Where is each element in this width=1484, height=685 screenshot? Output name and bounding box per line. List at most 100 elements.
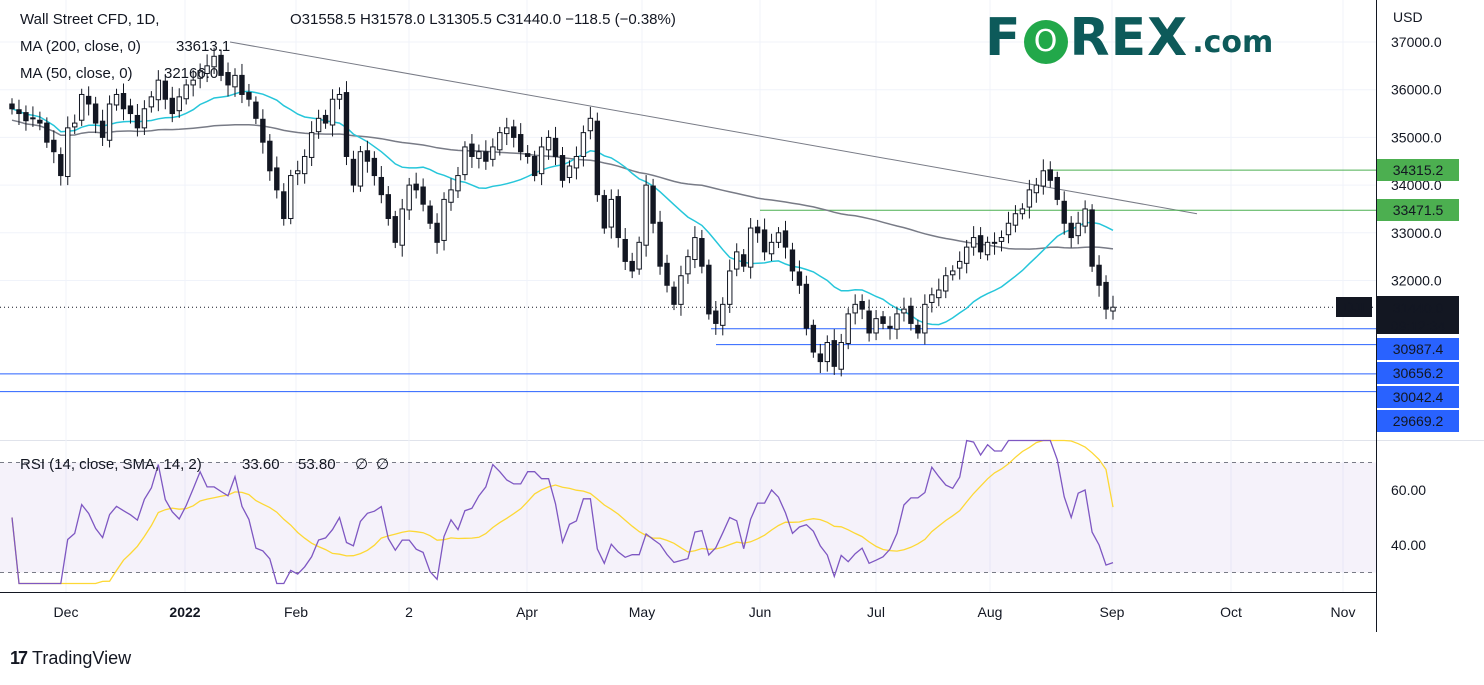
- candle-up: [956, 260, 963, 269]
- candle-down: [260, 118, 266, 143]
- candle-down: [803, 283, 810, 329]
- candle-down: [169, 97, 175, 115]
- candle-down: [413, 183, 419, 191]
- x-tick-label: Aug: [978, 604, 1003, 620]
- candle-down: [58, 154, 64, 177]
- x-tick-label: Dec: [54, 604, 79, 620]
- candle-down: [85, 95, 92, 105]
- ohlc-readout: O31558.5 H31578.0 L31305.5 C31440.0 −118…: [290, 11, 676, 28]
- currency-label: USD: [1393, 9, 1423, 25]
- rsi-sma-legend-value: 53.80: [298, 456, 336, 473]
- candle-up: [768, 241, 775, 255]
- candle-down: [859, 300, 865, 310]
- rsi-legend-extra: ∅: [376, 456, 389, 473]
- candle-down: [134, 114, 141, 129]
- candle-down: [127, 105, 134, 115]
- candle-down: [1061, 200, 1067, 224]
- x-tick-label: Jul: [867, 604, 885, 620]
- forex-logo-o-icon: O: [1023, 20, 1068, 64]
- chart-symbol-title: Wall Street CFD, 1D,: [20, 11, 159, 28]
- y-tick-label: 37000.0: [1391, 34, 1442, 50]
- candle-down: [322, 114, 329, 124]
- candle-up: [545, 136, 552, 151]
- y-tick-label: 36000.0: [1391, 82, 1442, 98]
- rsi-line: [11, 439, 1114, 585]
- x-tick-label: Jun: [749, 604, 772, 620]
- candle-down: [524, 153, 531, 157]
- candle-down: [740, 254, 747, 267]
- candle-down: [392, 216, 398, 243]
- x-tick-label: Nov: [1331, 604, 1356, 620]
- candle-up: [608, 198, 614, 228]
- rsi-tick-label: 60.00: [1391, 482, 1426, 498]
- forex-logo-text-right: REX: [1069, 8, 1189, 68]
- tradingview-footer[interactable]: 17 TradingView: [10, 648, 131, 669]
- candle-up: [943, 275, 949, 292]
- price-level-badge-bg: [1377, 159, 1459, 181]
- candle-up: [636, 241, 642, 270]
- candle-down: [350, 158, 357, 186]
- candle-up: [775, 232, 782, 243]
- candle-down: [420, 186, 426, 205]
- x-tick-label: 2: [405, 604, 413, 620]
- candle-down: [30, 117, 36, 120]
- candle-up: [1082, 208, 1088, 227]
- candle-up: [336, 93, 343, 100]
- candle-down: [594, 120, 601, 196]
- rsi-legend-extra: ∅: [355, 456, 368, 473]
- candle-up: [587, 117, 594, 132]
- candle-down: [559, 155, 566, 181]
- candle-up: [113, 93, 120, 106]
- candle-up: [65, 127, 71, 178]
- candle-up: [566, 165, 573, 178]
- x-tick-label: Feb: [284, 604, 308, 620]
- candle-down: [427, 205, 433, 224]
- candle-up: [678, 275, 684, 305]
- candle-up: [141, 108, 148, 129]
- candle-up: [824, 342, 830, 363]
- symbol-tag-bg: [1336, 297, 1372, 317]
- candle-down: [650, 185, 656, 224]
- candle-down: [274, 167, 280, 191]
- candle-up: [538, 146, 545, 175]
- candle-up: [734, 251, 740, 270]
- candle-up: [984, 241, 991, 256]
- y-tick-label: 32000.0: [1391, 273, 1442, 289]
- candle-up: [448, 189, 454, 203]
- candle-down: [511, 126, 517, 138]
- candle-up: [155, 79, 162, 101]
- candle-up: [490, 146, 496, 160]
- candle-down: [92, 103, 99, 124]
- candle-up: [838, 342, 844, 370]
- candle-down: [713, 310, 719, 324]
- candle-up: [476, 151, 482, 159]
- candle-up: [148, 96, 155, 108]
- candle-up: [211, 55, 217, 68]
- candle-down: [120, 93, 127, 110]
- candle-up: [197, 70, 203, 79]
- candle-up: [580, 132, 587, 157]
- candle-down: [706, 264, 712, 315]
- price-level-badge-bg: [1377, 386, 1459, 408]
- candle-down: [629, 260, 635, 272]
- candle-up: [315, 117, 322, 133]
- y-tick-label: 33000.0: [1391, 225, 1442, 241]
- candle-up: [455, 175, 461, 192]
- candle-up: [936, 289, 942, 299]
- candle-up: [497, 132, 503, 151]
- ma50-legend-label: MA (50, close, 0): [20, 65, 133, 82]
- candle-up: [1075, 222, 1081, 237]
- candle-up: [573, 155, 580, 169]
- candle-down: [239, 74, 245, 95]
- candle-up: [232, 74, 238, 88]
- candle-up: [1110, 306, 1116, 312]
- candle-down: [37, 119, 43, 124]
- candle-up: [852, 303, 858, 314]
- candle-down: [218, 54, 224, 76]
- candle-down: [531, 155, 538, 177]
- candle-up: [190, 79, 196, 86]
- candle-up: [1026, 189, 1033, 208]
- candle-down: [9, 103, 15, 110]
